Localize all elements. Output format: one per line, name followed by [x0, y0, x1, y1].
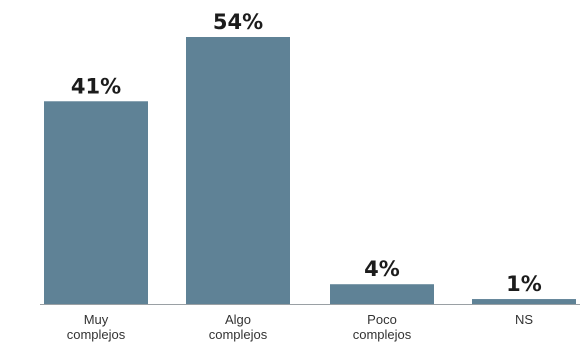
bar-value-label: 54%	[213, 10, 263, 34]
bar-value-label: 41%	[71, 74, 121, 98]
bars-group	[44, 37, 576, 305]
bar	[472, 299, 576, 304]
category-label-line: Muy	[84, 312, 109, 327]
category-label-line: complejos	[209, 327, 268, 342]
category-label: Poco complejos	[353, 312, 412, 342]
bar	[186, 37, 290, 304]
bar	[330, 284, 434, 304]
category-label: Muy complejos	[67, 312, 126, 342]
bar-value-label: 4%	[364, 257, 400, 281]
category-label-line: complejos	[67, 327, 126, 342]
bar	[44, 101, 148, 305]
value-labels-group: 41% 54% 4% 1%	[71, 10, 542, 296]
category-label-line: Poco	[367, 312, 397, 327]
category-label: Algo complejos	[209, 312, 268, 342]
category-label-line: NS	[515, 312, 533, 327]
bar-value-label: 1%	[506, 272, 542, 296]
category-label: NS	[515, 312, 533, 327]
category-label-line: complejos	[353, 327, 412, 342]
category-label-line: Algo	[225, 312, 251, 327]
